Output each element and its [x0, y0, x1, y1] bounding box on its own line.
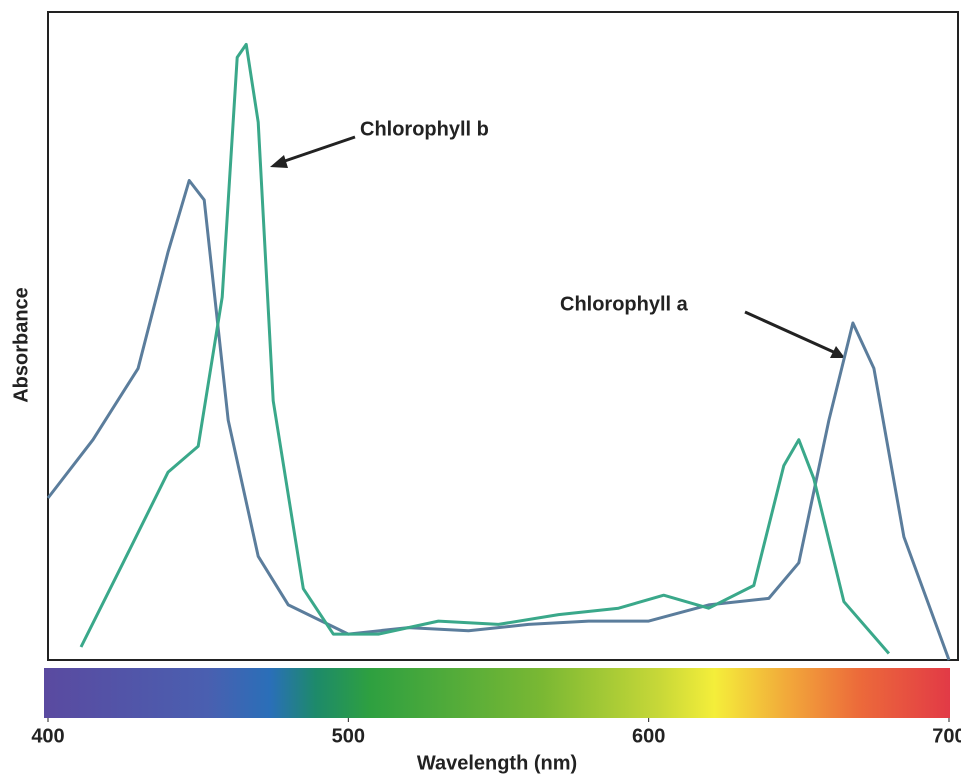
arrow-head	[830, 346, 845, 358]
x-tick-label: 400	[31, 725, 64, 747]
y-axis-title: Absorbance	[10, 287, 32, 403]
x-tick-label: 500	[332, 725, 365, 747]
annotation-arrow	[275, 135, 356, 166]
arrow-head	[270, 155, 288, 168]
annotation-arrow	[744, 310, 839, 356]
spectrum-bar	[44, 668, 950, 718]
x-tick-label: 600	[632, 725, 665, 747]
series-line	[79, 42, 891, 655]
series-label: Chlorophyll a	[560, 293, 689, 315]
series-line	[46, 179, 951, 661]
series-label: Chlorophyll b	[360, 118, 489, 140]
x-tick-label: 700	[932, 725, 961, 747]
plot-frame	[47, 11, 959, 661]
x-axis-title: Wavelength (nm)	[417, 752, 577, 774]
